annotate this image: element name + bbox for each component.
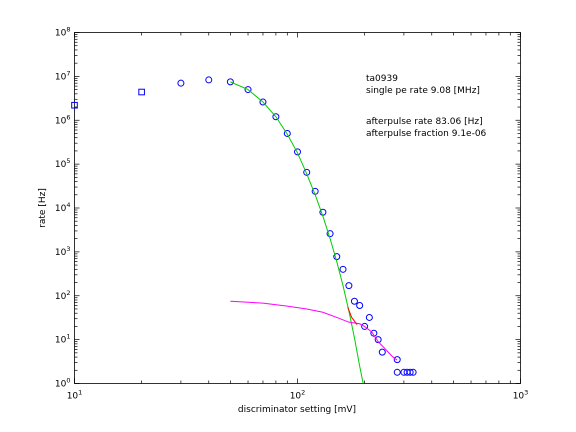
x-tick-label: 102 xyxy=(290,389,306,402)
annotation-single-pe-rate: single pe rate 9.08 [MHz] xyxy=(366,86,480,96)
data-point-circle xyxy=(378,348,386,356)
series-line-4 xyxy=(347,306,358,325)
data-point-circle xyxy=(283,129,291,137)
series-line-3 xyxy=(230,300,398,361)
series-line-2 xyxy=(230,81,364,384)
y-axis-label: rate [Hz] xyxy=(38,188,48,228)
data-point-circle xyxy=(272,113,280,121)
data-point-circle xyxy=(370,329,378,337)
data-point-circle xyxy=(259,98,267,106)
plot-area xyxy=(74,32,521,384)
data-point-square xyxy=(71,101,78,109)
data-point-circle xyxy=(339,265,347,273)
y-tick-label: 104 xyxy=(55,201,71,214)
annotation-tube-id: ta0939 xyxy=(366,74,398,84)
data-point-circle xyxy=(326,230,334,238)
data-point-circle xyxy=(350,297,358,305)
data-point-circle xyxy=(361,322,369,330)
data-point-circle xyxy=(406,368,414,376)
y-tick-label: 102 xyxy=(55,289,71,302)
data-point-circle xyxy=(244,86,252,94)
x-axis-label: discriminator setting [mV] xyxy=(238,405,356,415)
marks-layer xyxy=(71,76,417,384)
data-point-circle xyxy=(393,368,401,376)
data-point-circle xyxy=(205,76,213,84)
data-point-circle xyxy=(177,79,185,87)
data-point-circle xyxy=(226,78,234,86)
annotation-afterpulse-fraction: afterpulse fraction 9.1e-06 xyxy=(366,129,487,139)
data-point-circle xyxy=(345,282,353,290)
y-tick-label: 106 xyxy=(55,113,71,126)
y-tick-label: 103 xyxy=(55,245,71,258)
data-point-square xyxy=(138,88,145,96)
data-point-circle xyxy=(409,368,417,376)
x-tick-label: 101 xyxy=(67,389,83,402)
data-point-circle xyxy=(303,168,311,176)
data-point-circle xyxy=(333,253,341,261)
data-point-circle xyxy=(374,336,382,344)
data-point-circle xyxy=(356,301,364,309)
y-tick-label: 108 xyxy=(55,26,71,39)
y-tick-label: 105 xyxy=(55,157,71,170)
y-tick-label: 100 xyxy=(55,377,71,390)
annotation-afterpulse-rate: afterpulse rate 83.06 [Hz] xyxy=(366,117,483,127)
data-point-circle xyxy=(393,356,401,364)
data-point-circle xyxy=(294,148,301,156)
x-tick-label: 103 xyxy=(513,389,529,402)
y-tick-label: 107 xyxy=(55,69,71,82)
y-tick-label: 101 xyxy=(55,333,71,346)
data-point-circle xyxy=(365,313,373,321)
